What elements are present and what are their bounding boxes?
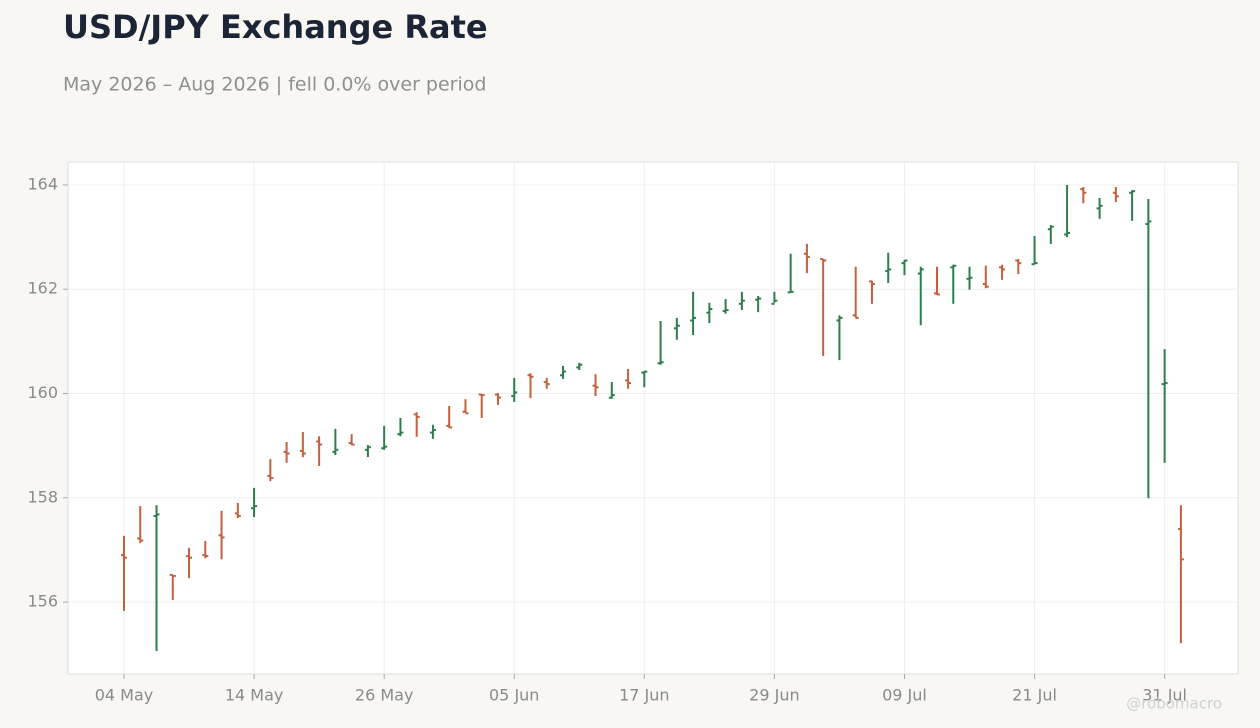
y-tick-label: 162 [27,279,58,298]
chart-title: USD/JPY Exchange Rate [63,8,488,46]
plot-area [67,161,1239,675]
x-tick-label: 26 May [355,686,414,705]
chart-subtitle: May 2026 – Aug 2026 | fell 0.0% over per… [63,74,486,96]
x-tick-label: 05 Jun [489,686,539,705]
x-tick-label: 17 Jun [619,686,669,705]
y-tick-label: 160 [27,383,58,402]
x-tick-label: 31 Jul [1142,686,1187,705]
y-tick-label: 156 [27,592,58,611]
x-tick-label: 09 Jul [882,686,927,705]
x-tick-label: 29 Jun [749,686,799,705]
x-tick-label: 21 Jul [1012,686,1057,705]
y-tick-label: 164 [27,174,58,193]
y-tick-label: 158 [27,487,58,506]
watermark: @robomacro [1126,695,1222,713]
x-tick-label: 04 May [95,686,154,705]
x-tick-label: 14 May [225,686,284,705]
